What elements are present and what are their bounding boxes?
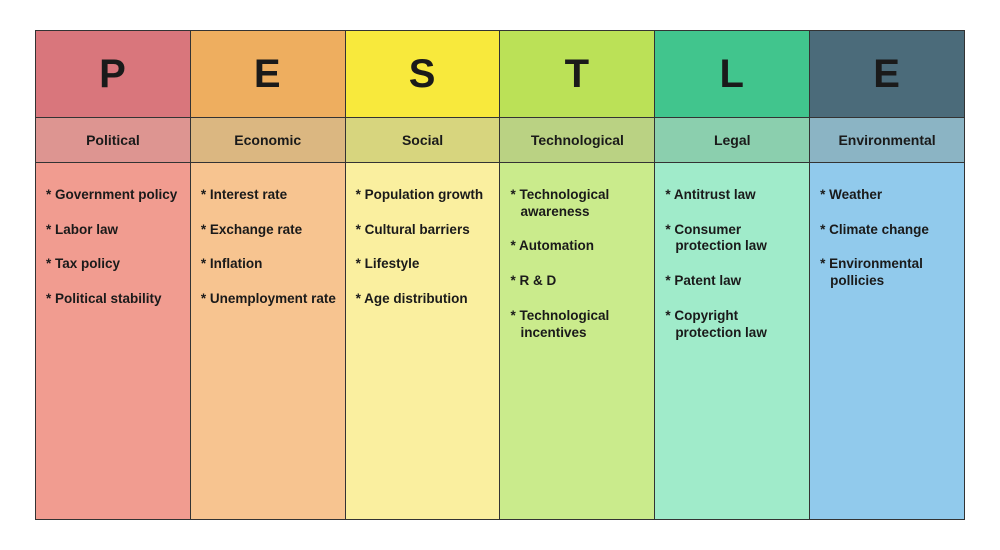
list-item: Lifestyle (356, 256, 492, 273)
list-item: R & D (510, 273, 646, 290)
letter-cell-political: P (36, 31, 191, 118)
items-cell-environmental: Weather Climate change Environmental pol… (810, 162, 965, 519)
label-row: Political Economic Social Technological … (36, 118, 965, 163)
items-list: Interest rate Exchange rate Inflation Un… (201, 187, 337, 309)
list-item: Unemployment rate (201, 291, 337, 308)
letter-cell-technological: T (500, 31, 655, 118)
list-item: Climate change (820, 222, 956, 239)
items-list: Technological awareness Automation R & D… (510, 187, 646, 342)
label-cell-social: Social (345, 118, 500, 163)
pestle-table: P E S T L E Political Economic Social Te… (35, 30, 965, 520)
letter-row: P E S T L E (36, 31, 965, 118)
items-cell-political: Government policy Labor law Tax policy P… (36, 162, 191, 519)
letter-cell-economic: E (190, 31, 345, 118)
list-item: Technological incentives (510, 308, 646, 342)
list-item: Automation (510, 238, 646, 255)
list-item: Antitrust law (665, 187, 801, 204)
label-cell-legal: Legal (655, 118, 810, 163)
label-cell-political: Political (36, 118, 191, 163)
items-list: Weather Climate change Environmental pol… (820, 187, 956, 291)
letter-cell-legal: L (655, 31, 810, 118)
list-item: Cultural barriers (356, 222, 492, 239)
items-cell-technological: Technological awareness Automation R & D… (500, 162, 655, 519)
list-item: Government policy (46, 187, 182, 204)
list-item: Political stability (46, 291, 182, 308)
label-cell-technological: Technological (500, 118, 655, 163)
list-item: Environmental pollicies (820, 256, 956, 290)
list-item: Consumer protection law (665, 222, 801, 256)
items-list: Antitrust law Consumer protection law Pa… (665, 187, 801, 342)
items-cell-economic: Interest rate Exchange rate Inflation Un… (190, 162, 345, 519)
list-item: Inflation (201, 256, 337, 273)
letter-cell-social: S (345, 31, 500, 118)
list-item: Age distribution (356, 291, 492, 308)
list-item: Patent law (665, 273, 801, 290)
label-cell-environmental: Environmental (810, 118, 965, 163)
list-item: Tax policy (46, 256, 182, 273)
items-row: Government policy Labor law Tax policy P… (36, 162, 965, 519)
list-item: Interest rate (201, 187, 337, 204)
items-cell-social: Population growth Cultural barriers Life… (345, 162, 500, 519)
letter-cell-environmental: E (810, 31, 965, 118)
list-item: Technological awareness (510, 187, 646, 221)
items-cell-legal: Antitrust law Consumer protection law Pa… (655, 162, 810, 519)
list-item: Copyright protection law (665, 308, 801, 342)
list-item: Exchange rate (201, 222, 337, 239)
items-list: Government policy Labor law Tax policy P… (46, 187, 182, 309)
items-list: Population growth Cultural barriers Life… (356, 187, 492, 309)
list-item: Population growth (356, 187, 492, 204)
list-item: Weather (820, 187, 956, 204)
list-item: Labor law (46, 222, 182, 239)
label-cell-economic: Economic (190, 118, 345, 163)
